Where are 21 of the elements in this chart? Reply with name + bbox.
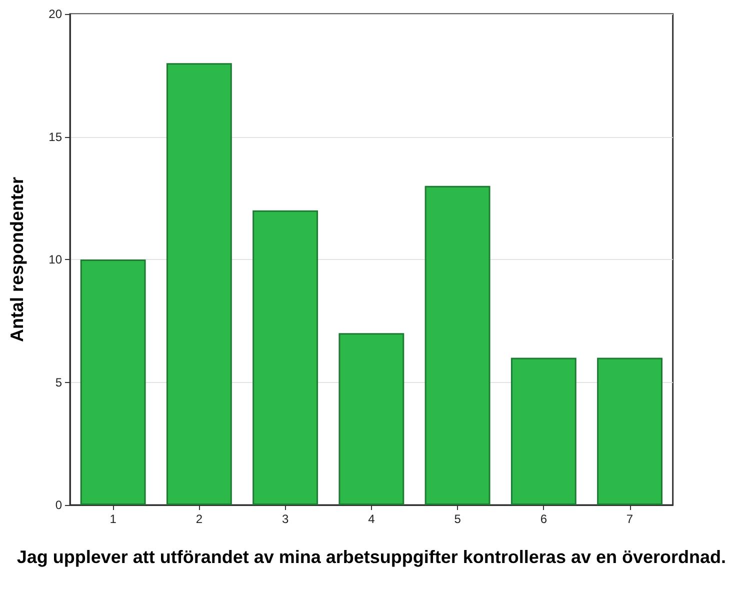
bar (338, 333, 404, 505)
x-axis-title: Jag upplever att utförandet av mina arbetsuppgifter kontrolleras av en överordnad. (16, 547, 726, 567)
x-tick-label: 5 (454, 512, 462, 526)
x-tick-label: 4 (368, 512, 376, 526)
x-tick-label: 2 (196, 512, 203, 526)
y-tick-label: 0 (55, 498, 62, 512)
y-tick-label: 10 (48, 252, 62, 266)
x-tick-label: 1 (110, 512, 117, 526)
bar (166, 63, 232, 505)
bar (597, 358, 663, 505)
x-tick-label: 3 (282, 512, 289, 526)
y-axis-title: Antal respondenter (7, 176, 27, 342)
bar (424, 186, 490, 505)
x-tick-label: 7 (626, 512, 634, 526)
bar (80, 260, 146, 505)
y-tick-label: 5 (55, 375, 62, 390)
bar (252, 210, 318, 505)
y-tick-label: 20 (48, 7, 62, 21)
bar (510, 358, 576, 505)
y-tick-label: 15 (48, 130, 62, 144)
x-tick-label: 6 (540, 512, 548, 526)
